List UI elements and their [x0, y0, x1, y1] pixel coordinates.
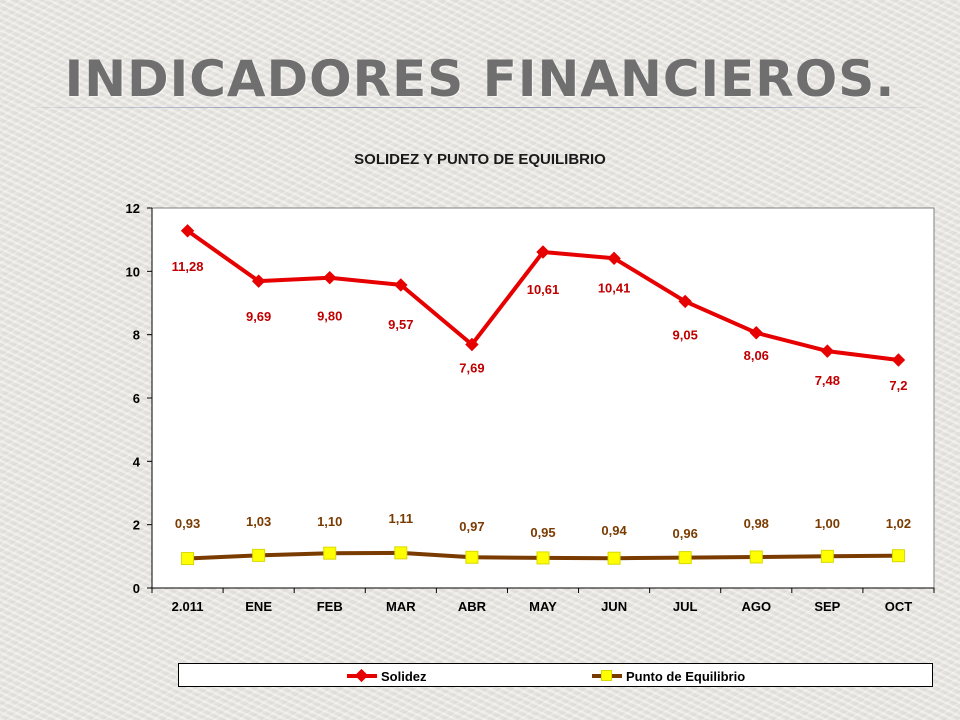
data-label-solidez: 7,48	[815, 373, 840, 388]
data-point-solidez	[678, 294, 692, 309]
square-marker-icon	[601, 670, 612, 681]
data-label-solidez: 7,69	[459, 360, 484, 375]
data-label-solidez: 7,2	[889, 378, 907, 393]
x-tick-label: JUL	[673, 599, 698, 614]
data-point-solidez	[536, 245, 550, 259]
legend-swatch-solidez	[347, 667, 379, 685]
data-point-punto-equilibrio	[891, 549, 905, 563]
data-point-solidez	[891, 353, 906, 367]
x-tick-label: 2.011	[172, 599, 204, 614]
data-label-solidez: 9,69	[246, 309, 271, 324]
y-tick-label: 2	[133, 518, 140, 533]
data-label-punto-equilibrio: 1,10	[317, 514, 342, 529]
data-point-punto-equilibrio	[749, 550, 763, 564]
data-point-punto-equilibrio	[323, 546, 337, 560]
y-tick-label: 8	[133, 328, 140, 343]
data-label-punto-equilibrio: 1,03	[246, 514, 271, 529]
data-label-solidez: 9,80	[317, 309, 342, 324]
legend-label-solidez: Solidez	[381, 668, 427, 684]
legend-label-punto-equilibrio: Punto de Equilibrio	[626, 668, 746, 684]
data-label-punto-equilibrio: 0,98	[744, 516, 769, 531]
diamond-marker-icon	[354, 668, 369, 683]
slide-title: INDICADORES FINANCIEROS.	[64, 50, 896, 108]
y-tick-label: 0	[133, 581, 140, 596]
plot-area	[151, 207, 935, 589]
data-point-solidez	[394, 278, 408, 292]
data-point-punto-equilibrio	[536, 551, 550, 565]
data-label-punto-equilibrio: 0,96	[673, 526, 698, 541]
data-label-punto-equilibrio: 0,93	[175, 516, 200, 531]
legend-entry-punto-equilibrio: Punto de Equilibrio	[592, 667, 745, 685]
data-label-solidez: 8,06	[744, 348, 769, 363]
data-point-solidez	[465, 337, 479, 352]
x-tick-label: ENE	[245, 599, 272, 614]
y-tick-label: 12	[126, 201, 140, 216]
data-label-punto-equilibrio: 1,00	[815, 516, 840, 531]
data-point-solidez	[820, 344, 835, 358]
data-point-solidez	[180, 224, 195, 238]
data-point-solidez	[251, 274, 266, 288]
data-point-punto-equilibrio	[465, 550, 479, 564]
data-label-punto-equilibrio: 1,02	[886, 516, 911, 531]
data-label-punto-equilibrio: 0,94	[601, 523, 627, 538]
chart-legend: Solidez Punto de Equilibrio	[178, 663, 933, 687]
x-tick-label: AGO	[741, 599, 771, 614]
y-tick-label: 6	[133, 391, 140, 406]
x-tick-label: OCT	[885, 599, 913, 614]
x-tick-label: FEB	[317, 599, 343, 614]
data-point-punto-equilibrio	[607, 551, 621, 565]
y-tick-label: 4	[133, 454, 141, 469]
x-tick-label: ABR	[458, 599, 487, 614]
data-label-solidez: 11,28	[172, 259, 204, 274]
data-label-punto-equilibrio: 0,95	[530, 525, 555, 540]
x-tick-label: SEP	[814, 599, 840, 614]
legend-entry-solidez: Solidez	[347, 667, 427, 685]
data-point-punto-equilibrio	[252, 548, 266, 562]
x-tick-label: JUN	[601, 599, 627, 614]
data-point-punto-equilibrio	[678, 551, 692, 565]
data-point-solidez	[323, 270, 337, 285]
data-label-punto-equilibrio: 1,11	[389, 511, 414, 526]
data-label-solidez: 9,05	[673, 327, 698, 342]
data-label-solidez: 9,57	[388, 317, 413, 332]
data-point-punto-equilibrio	[394, 546, 408, 560]
data-label-punto-equilibrio: 0,97	[459, 519, 484, 534]
title-divider	[36, 107, 924, 108]
legend-swatch-punto-equilibrio	[592, 667, 624, 685]
data-label-solidez: 10,41	[598, 280, 631, 295]
data-point-punto-equilibrio	[820, 549, 834, 563]
data-label-solidez: 10,61	[527, 282, 560, 297]
x-tick-label: MAY	[529, 599, 557, 614]
x-tick-label: MAR	[386, 599, 416, 614]
chart-title: SOLIDEZ Y PUNTO DE EQUILIBRIO	[354, 151, 606, 168]
data-point-punto-equilibrio	[181, 552, 195, 566]
data-point-solidez	[607, 251, 621, 266]
data-point-solidez	[749, 326, 763, 340]
y-tick-label: 10	[126, 264, 140, 279]
